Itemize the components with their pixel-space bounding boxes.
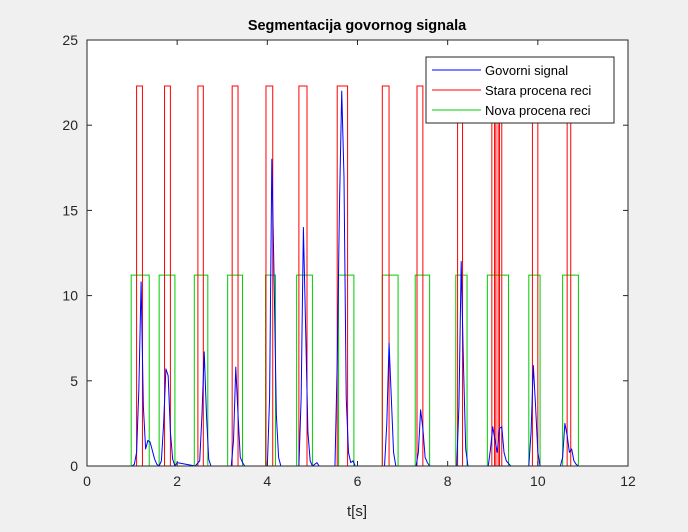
axis-ticks: 0 2 4 6 8 10 12 0 5 10 15 20 25 [62,32,636,489]
y-tick-label: 0 [70,458,78,474]
y-tick-label: 15 [62,202,78,218]
y-tick-label: 5 [70,373,78,389]
x-axis-label: t[s] [347,503,367,520]
legend-entry: Stara procena reci [485,83,591,98]
x-tick-label: 8 [444,473,452,489]
x-tick-label: 10 [530,473,546,489]
x-tick-label: 4 [263,473,271,489]
series-govorni-signal [87,90,628,466]
legend: Govorni signal Stara procena reci Nova pro… [425,56,615,124]
y-tick-label: 20 [62,117,78,133]
chart-title: Segmentacija govornog signala [248,18,467,34]
legend-entry: Nova procena reci [485,103,591,118]
x-tick-label: 0 [83,473,91,489]
x-tick-label: 12 [620,473,636,489]
x-tick-label: 6 [354,473,362,489]
series-nova-procena-reci [87,274,628,466]
y-tick-label: 10 [62,288,78,304]
y-tick-label: 25 [62,32,78,48]
legend-entry: Govorni signal [485,63,568,78]
x-tick-label: 2 [173,473,181,489]
